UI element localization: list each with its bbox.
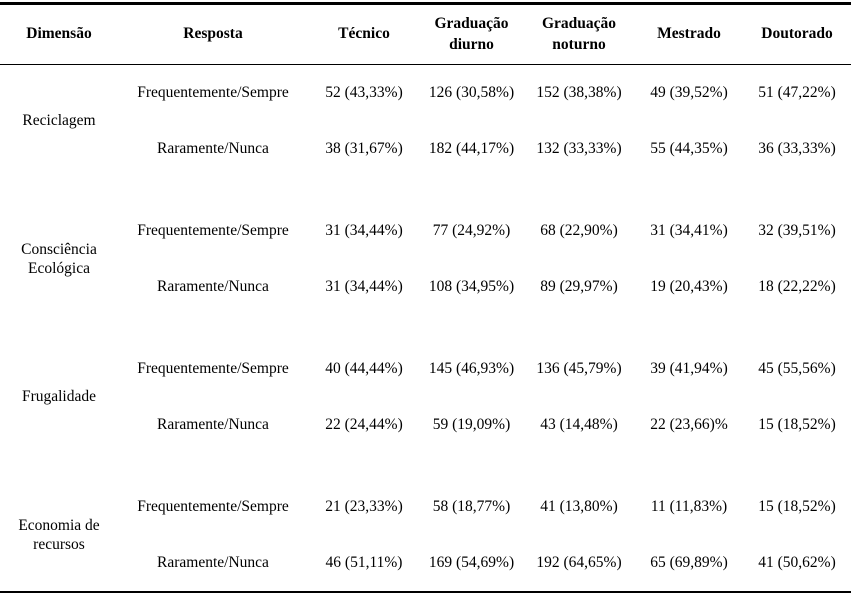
table-row: Raramente/Nunca 31 (34,44%) 108 (34,95%)… [0, 259, 851, 315]
dimension-cell: Reciclagem [22, 112, 96, 130]
response-cell: Raramente/Nunca [157, 416, 269, 434]
response-cell: Raramente/Nunca [157, 554, 269, 572]
value-cell: 18 (22,22%) [758, 278, 836, 296]
value-cell: 68 (22,90%) [540, 222, 618, 240]
value-cell: 15 (18,52%) [758, 498, 836, 516]
value-cell: 145 (46,93%) [428, 360, 515, 378]
response-cell: Frequentemente/Sempre [137, 498, 289, 516]
column-header-tecnico: Técnico [308, 3, 420, 65]
header-row: Dimensão Resposta Técnico Graduação diur… [0, 3, 851, 65]
section-spacer [0, 453, 851, 479]
value-cell: 136 (45,79%) [536, 360, 622, 378]
table-row: Raramente/Nunca 22 (24,44%) 59 (19,09%) … [0, 397, 851, 453]
response-cell: Frequentemente/Sempre [137, 360, 289, 378]
value-cell: 39 (41,94%) [650, 360, 728, 378]
value-cell: 38 (31,67%) [325, 140, 403, 158]
value-cell: 65 (69,89%) [650, 554, 728, 572]
column-header-doutorado: Doutorado [743, 3, 851, 65]
column-header-graduacao-diurno: Graduação diurno [420, 3, 523, 65]
dimension-cell: Frugalidade [21, 388, 97, 406]
value-cell: 49 (39,52%) [650, 84, 728, 102]
column-header-dimensao: Dimensão [0, 3, 118, 65]
table-row: Raramente/Nunca 38 (31,67%) 182 (44,17%)… [0, 121, 851, 177]
value-cell: 31 (34,44%) [325, 278, 403, 296]
value-cell: 21 (23,33%) [325, 498, 403, 516]
section-spacer [0, 315, 851, 341]
value-cell: 15 (18,52%) [758, 416, 836, 434]
column-header-mestrado: Mestrado [635, 3, 743, 65]
value-cell: 59 (19,09%) [432, 416, 511, 434]
value-cell: 192 (64,65%) [536, 554, 622, 572]
column-header-resposta: Resposta [118, 3, 308, 65]
section-spacer [0, 177, 851, 203]
value-cell: 132 (33,33%) [536, 140, 622, 158]
value-cell: 41 (50,62%) [758, 554, 836, 572]
value-cell: 89 (29,97%) [540, 278, 618, 296]
value-cell: 182 (44,17%) [428, 140, 515, 158]
value-cell: 108 (34,95%) [428, 278, 515, 296]
value-cell: 43 (14,48%) [540, 416, 618, 434]
value-cell: 31 (34,41%) [650, 222, 728, 240]
value-cell: 77 (24,92%) [432, 222, 511, 240]
table-header: Dimensão Resposta Técnico Graduação diur… [0, 3, 851, 65]
value-cell: 58 (18,77%) [432, 498, 511, 516]
value-cell: 52 (43,33%) [325, 84, 403, 102]
value-cell: 126 (30,58%) [428, 84, 515, 102]
value-cell: 51 (47,22%) [758, 84, 836, 102]
value-cell: 11 (11,83%) [650, 498, 728, 516]
response-cell: Raramente/Nunca [157, 140, 269, 158]
table-row: Reciclagem Frequentemente/Sempre 52 (43,… [0, 65, 851, 129]
value-cell: 55 (44,35%) [650, 140, 728, 158]
value-cell: 22 (24,44%) [325, 416, 403, 434]
value-cell: 169 (54,69%) [428, 554, 515, 572]
dimension-cell: Economia de recursos [18, 516, 100, 553]
response-cell: Raramente/Nunca [157, 278, 269, 296]
value-cell: 32 (39,51%) [758, 222, 836, 240]
response-cell: Frequentemente/Sempre [137, 222, 289, 240]
value-cell: 45 (55,56%) [758, 360, 836, 378]
value-cell: 41 (13,80%) [540, 498, 618, 516]
table-row: Economia de recursos Frequentemente/Semp… [0, 479, 851, 553]
value-cell: 40 (44,44%) [325, 360, 403, 378]
value-cell: 19 (20,43%) [650, 278, 728, 296]
value-cell: 22 (23,66)% [650, 416, 728, 434]
column-header-graduacao-noturno: Graduação noturno [523, 3, 635, 65]
value-cell: 152 (38,38%) [536, 84, 622, 102]
value-cell: 46 (51,11%) [325, 554, 403, 572]
response-cell: Frequentemente/Sempre [137, 84, 289, 102]
table-row: Consciência Ecológica Frequentemente/Sem… [0, 203, 851, 277]
value-cell: 36 (33,33%) [758, 140, 836, 158]
table-row: Frugalidade Frequentemente/Sempre 40 (44… [0, 341, 851, 405]
value-cell: 31 (34,44%) [325, 222, 403, 240]
table-row: Raramente/Nunca 46 (51,11%) 169 (54,69%)… [0, 535, 851, 592]
dimension-cell: Consciência Ecológica [21, 240, 97, 277]
